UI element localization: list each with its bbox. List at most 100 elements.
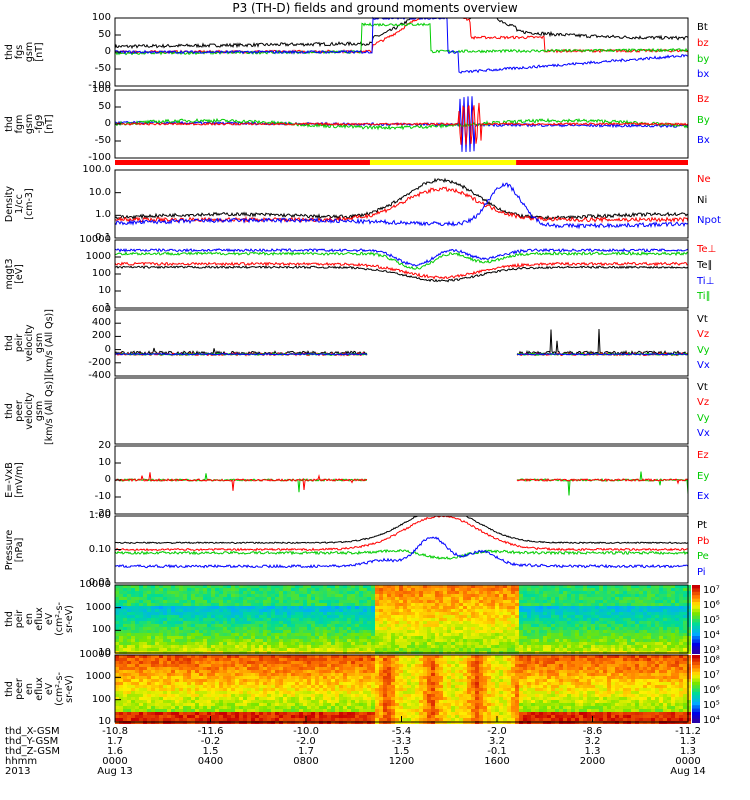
y-tick-label: 100: [91, 268, 111, 279]
colorbar-cell: [692, 598, 700, 603]
colorbar-cell: [692, 708, 700, 713]
te-par-line: [115, 265, 689, 283]
x-tick-label: -11.6: [197, 726, 224, 737]
npot-line: [114, 182, 689, 230]
legend-entry: Ex: [697, 491, 710, 503]
colorbar-label: 10⁴: [703, 714, 720, 726]
y-tick-label: 50: [98, 101, 111, 112]
x-tick-label: 1200: [388, 756, 415, 767]
x-row-label: thd_Z-GSM: [5, 746, 60, 757]
x-row-label: 2013: [5, 766, 31, 777]
legend-entry: Pb: [697, 535, 710, 547]
legend-entry: Pi: [697, 566, 706, 578]
colorbar-cell: [692, 646, 700, 651]
y-tick-label: -50: [94, 135, 111, 146]
colorbar-cell: [692, 605, 700, 610]
y-tick-label: 50: [98, 29, 111, 40]
y-tick-label: -400: [88, 370, 111, 381]
y-tick-label: 600: [91, 304, 111, 315]
legend-entry: Vx: [697, 360, 710, 372]
panel-frame: [114, 584, 689, 654]
x-tick-label: 1.7: [107, 736, 123, 747]
colorbar-cell: [692, 649, 700, 654]
legend-entry: Te⊥: [697, 244, 717, 255]
y-tick-label: 100: [91, 84, 111, 95]
colorbar-cell: [692, 636, 700, 641]
electron-spectrogram: [115, 655, 691, 724]
x-tick-label: -8.6: [582, 726, 603, 737]
y-tick-label: 10000: [79, 579, 111, 590]
by-line: [114, 22, 689, 56]
colorbar-cell: [692, 665, 700, 670]
pb-line: [114, 515, 689, 552]
legend-entry: bz: [697, 37, 709, 49]
y-axis-label: E=-VxB [mV/m]: [4, 462, 25, 498]
x-row-label: hhmm: [5, 756, 38, 767]
y-tick-label: 1: [104, 302, 111, 313]
colorbar-cell: [692, 588, 700, 593]
y-axis-label: Density 1/cc [cm-3]: [4, 185, 35, 223]
colorbar-label: 10⁵: [703, 699, 720, 711]
bx-line: [114, 16, 689, 74]
colorbar-cell: [692, 591, 700, 597]
legend-entry: Pt: [697, 520, 707, 531]
bt-line: [114, 17, 689, 50]
colorbar-cell: [692, 625, 700, 631]
panel-frame: [114, 309, 689, 377]
colorbar-cell: [692, 642, 700, 648]
y-tick-label: 10.0: [88, 186, 111, 198]
colorbar-cell: [692, 675, 700, 680]
y-tick-label: 10: [98, 457, 111, 468]
x-tick-label: Aug 14: [670, 766, 706, 777]
x-tick-label: Aug 13: [97, 766, 133, 777]
x-tick-label: 2000: [579, 756, 606, 767]
colorbar-cell: [692, 629, 700, 634]
colorbar-cell: [692, 615, 700, 620]
y-axis-label: thd fgm gsm -fg9 [nT]: [4, 113, 55, 135]
y-tick-label: 200: [91, 330, 111, 342]
legend-entry: Te∥: [697, 259, 713, 271]
y-tick-label: 100: [91, 12, 111, 23]
x-tick-label: -5.4: [391, 726, 412, 737]
colorbar-cell: [692, 619, 700, 624]
y-tick-label: 0.10: [88, 543, 111, 555]
colorbar-cell: [692, 678, 700, 683]
y-tick-label: 20: [98, 440, 111, 451]
legend-entry: Vz: [697, 397, 710, 409]
legend-entry: Ti⊥: [697, 275, 715, 287]
y-tick-label: 1.00: [88, 510, 111, 521]
colorbar-label: 10⁶: [703, 684, 720, 696]
colorbar-cell: [692, 715, 700, 720]
x-tick-label: -10.8: [102, 726, 128, 737]
orbit-bar-left: [115, 160, 370, 165]
y-tick-label: 1000: [85, 671, 111, 683]
y-tick-label: 0: [104, 474, 111, 485]
y-axis-label: mqgt3 [eV]: [4, 258, 25, 290]
legend-entry: Vt: [697, 314, 708, 325]
colorbar-cell: [692, 639, 700, 644]
legend-entry: Ez: [697, 450, 709, 461]
y-tick-label: -100: [88, 80, 111, 91]
legend-entry: by: [697, 53, 710, 65]
colorbar-cell: [692, 681, 700, 687]
y-tick-label: 400: [91, 317, 111, 329]
legend-entry: Ni: [697, 194, 708, 206]
x-tick-label: -10.0: [293, 726, 319, 737]
y-tick-label: 10: [98, 647, 111, 658]
legend-entry: Ne: [697, 174, 711, 185]
ez-line: [114, 472, 689, 491]
x-tick-label: 0400: [197, 756, 224, 767]
y-tick-label: 0: [104, 46, 111, 57]
x-tick-label: 1600: [484, 756, 510, 767]
x-tick-label: -2.0: [487, 726, 507, 737]
colorbar-cell: [692, 705, 700, 710]
orbit-bar-right: [516, 160, 688, 165]
colorbar-cell: [692, 661, 700, 667]
ion-spectrogram: [115, 585, 691, 654]
x-tick-label: 1.6: [107, 746, 123, 757]
vx-line: [114, 352, 689, 356]
x-tick-label: 1.3: [680, 746, 696, 757]
colorbar-cell: [692, 602, 700, 607]
y-tick-label: -100: [88, 152, 111, 163]
